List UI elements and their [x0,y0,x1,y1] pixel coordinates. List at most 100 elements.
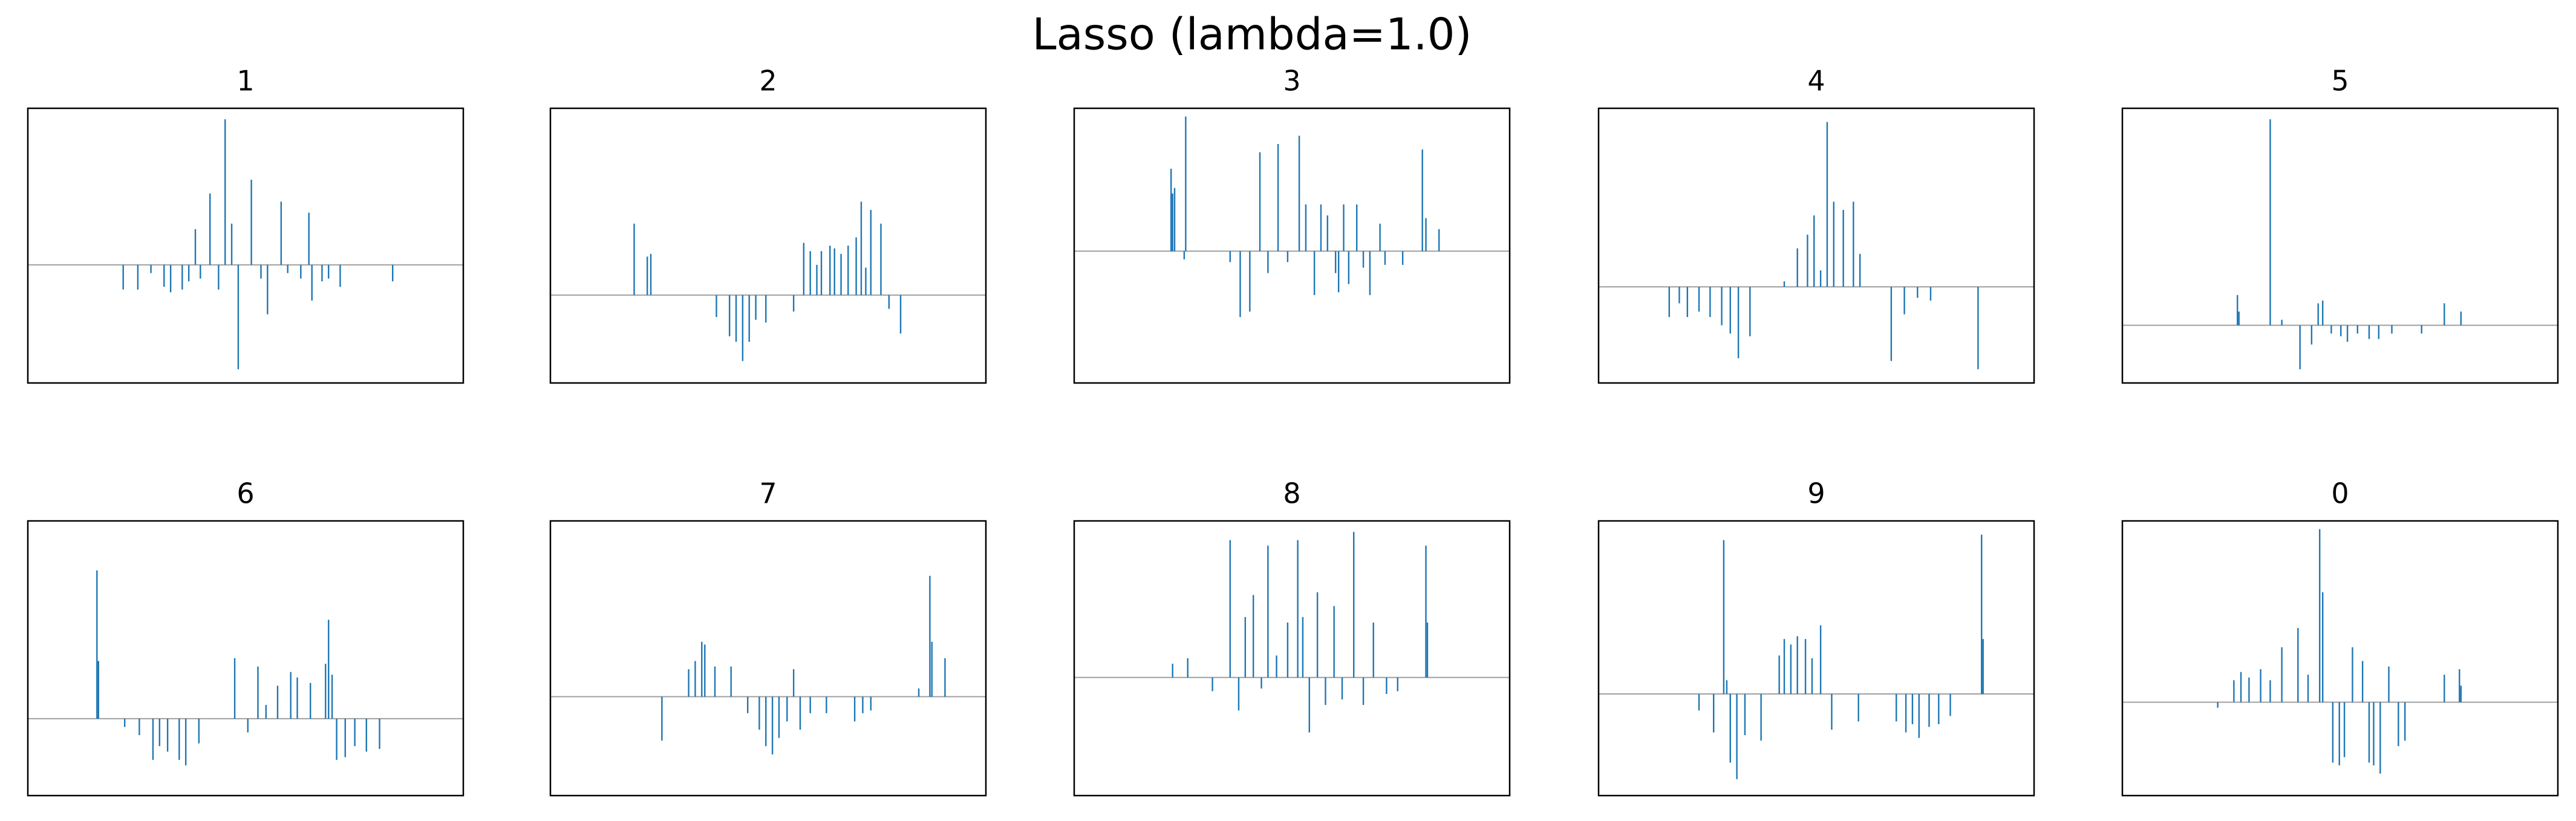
subplot-title: 5 [2331,65,2349,97]
bar [1239,251,1241,318]
bar [755,295,757,320]
bar [296,677,298,719]
axes-frame [549,520,987,797]
bar [2281,319,2283,325]
bar [931,641,933,697]
bar [1911,694,1914,724]
bar [633,223,635,295]
bar [765,295,767,323]
bar [308,212,310,265]
bar [365,718,368,752]
bar [122,264,124,290]
bar [1796,636,1798,695]
bar [1831,694,1833,730]
bar [688,669,690,697]
bar [1334,251,1337,273]
bar [792,669,795,697]
bar [1362,677,1365,705]
bar [1337,251,1340,293]
bar [237,264,240,370]
bar [260,264,262,279]
bar [1726,680,1728,695]
bar [1744,694,1746,736]
bar [786,696,788,722]
bar [1353,532,1355,678]
bar [730,666,732,697]
bar [280,201,282,265]
bar [1229,251,1231,263]
bar [187,264,190,282]
bar [152,718,154,760]
bar [1713,694,1715,733]
bar [123,718,126,727]
bar [2260,669,2261,702]
bar [328,620,330,719]
bar [1859,253,1861,287]
bar [257,666,259,719]
bar [870,696,872,711]
bar [2379,702,2381,774]
subplot-title: 0 [2331,477,2349,510]
bar [2398,702,2399,747]
bar [391,264,394,282]
bar [1305,204,1307,252]
bar [1326,215,1329,252]
bar [1796,248,1798,287]
bar [1804,639,1807,695]
bar [716,295,717,318]
bar [1341,677,1343,700]
bar [1362,251,1365,268]
bar [2217,702,2219,708]
bar [1729,287,1731,334]
bar [96,570,98,719]
axes-frame [2121,520,2559,797]
bar [181,264,183,290]
bar [2237,295,2239,325]
bar [929,575,931,697]
bar [339,264,341,287]
bar [829,246,831,295]
bar [139,718,140,736]
bar [1173,188,1176,252]
bar [1857,694,1859,722]
bar [1369,251,1371,295]
bar [1778,655,1780,695]
subplot-title: 8 [1283,477,1300,510]
bar [311,264,313,301]
bar [331,675,333,719]
bar [1211,677,1213,692]
bar [1723,540,1725,695]
bar [1356,204,1358,252]
bar [321,264,323,282]
bar [1783,639,1785,695]
bar [1348,251,1350,284]
bar [1286,251,1289,263]
bar [2444,303,2445,325]
bar [2240,672,2242,702]
bar [1302,617,1304,678]
bar [163,264,165,287]
bar [2297,628,2299,702]
bar [1981,534,1983,695]
bar [2361,661,2364,702]
bar [2460,685,2462,702]
bar [1187,658,1189,678]
bar [300,264,302,279]
bar [855,237,857,295]
bar [2459,669,2460,702]
bar [1826,122,1828,287]
bar [209,193,211,265]
bar [742,295,744,361]
bar [1783,281,1785,287]
bar [1842,209,1844,287]
bar [1736,694,1738,779]
bar [2444,675,2445,702]
bar [250,180,252,265]
axes-frame [27,520,465,797]
bar [2343,702,2346,757]
bar [1276,655,1277,678]
bar [860,201,862,295]
bar [1183,251,1185,260]
bar [230,223,233,265]
bar [899,295,902,334]
